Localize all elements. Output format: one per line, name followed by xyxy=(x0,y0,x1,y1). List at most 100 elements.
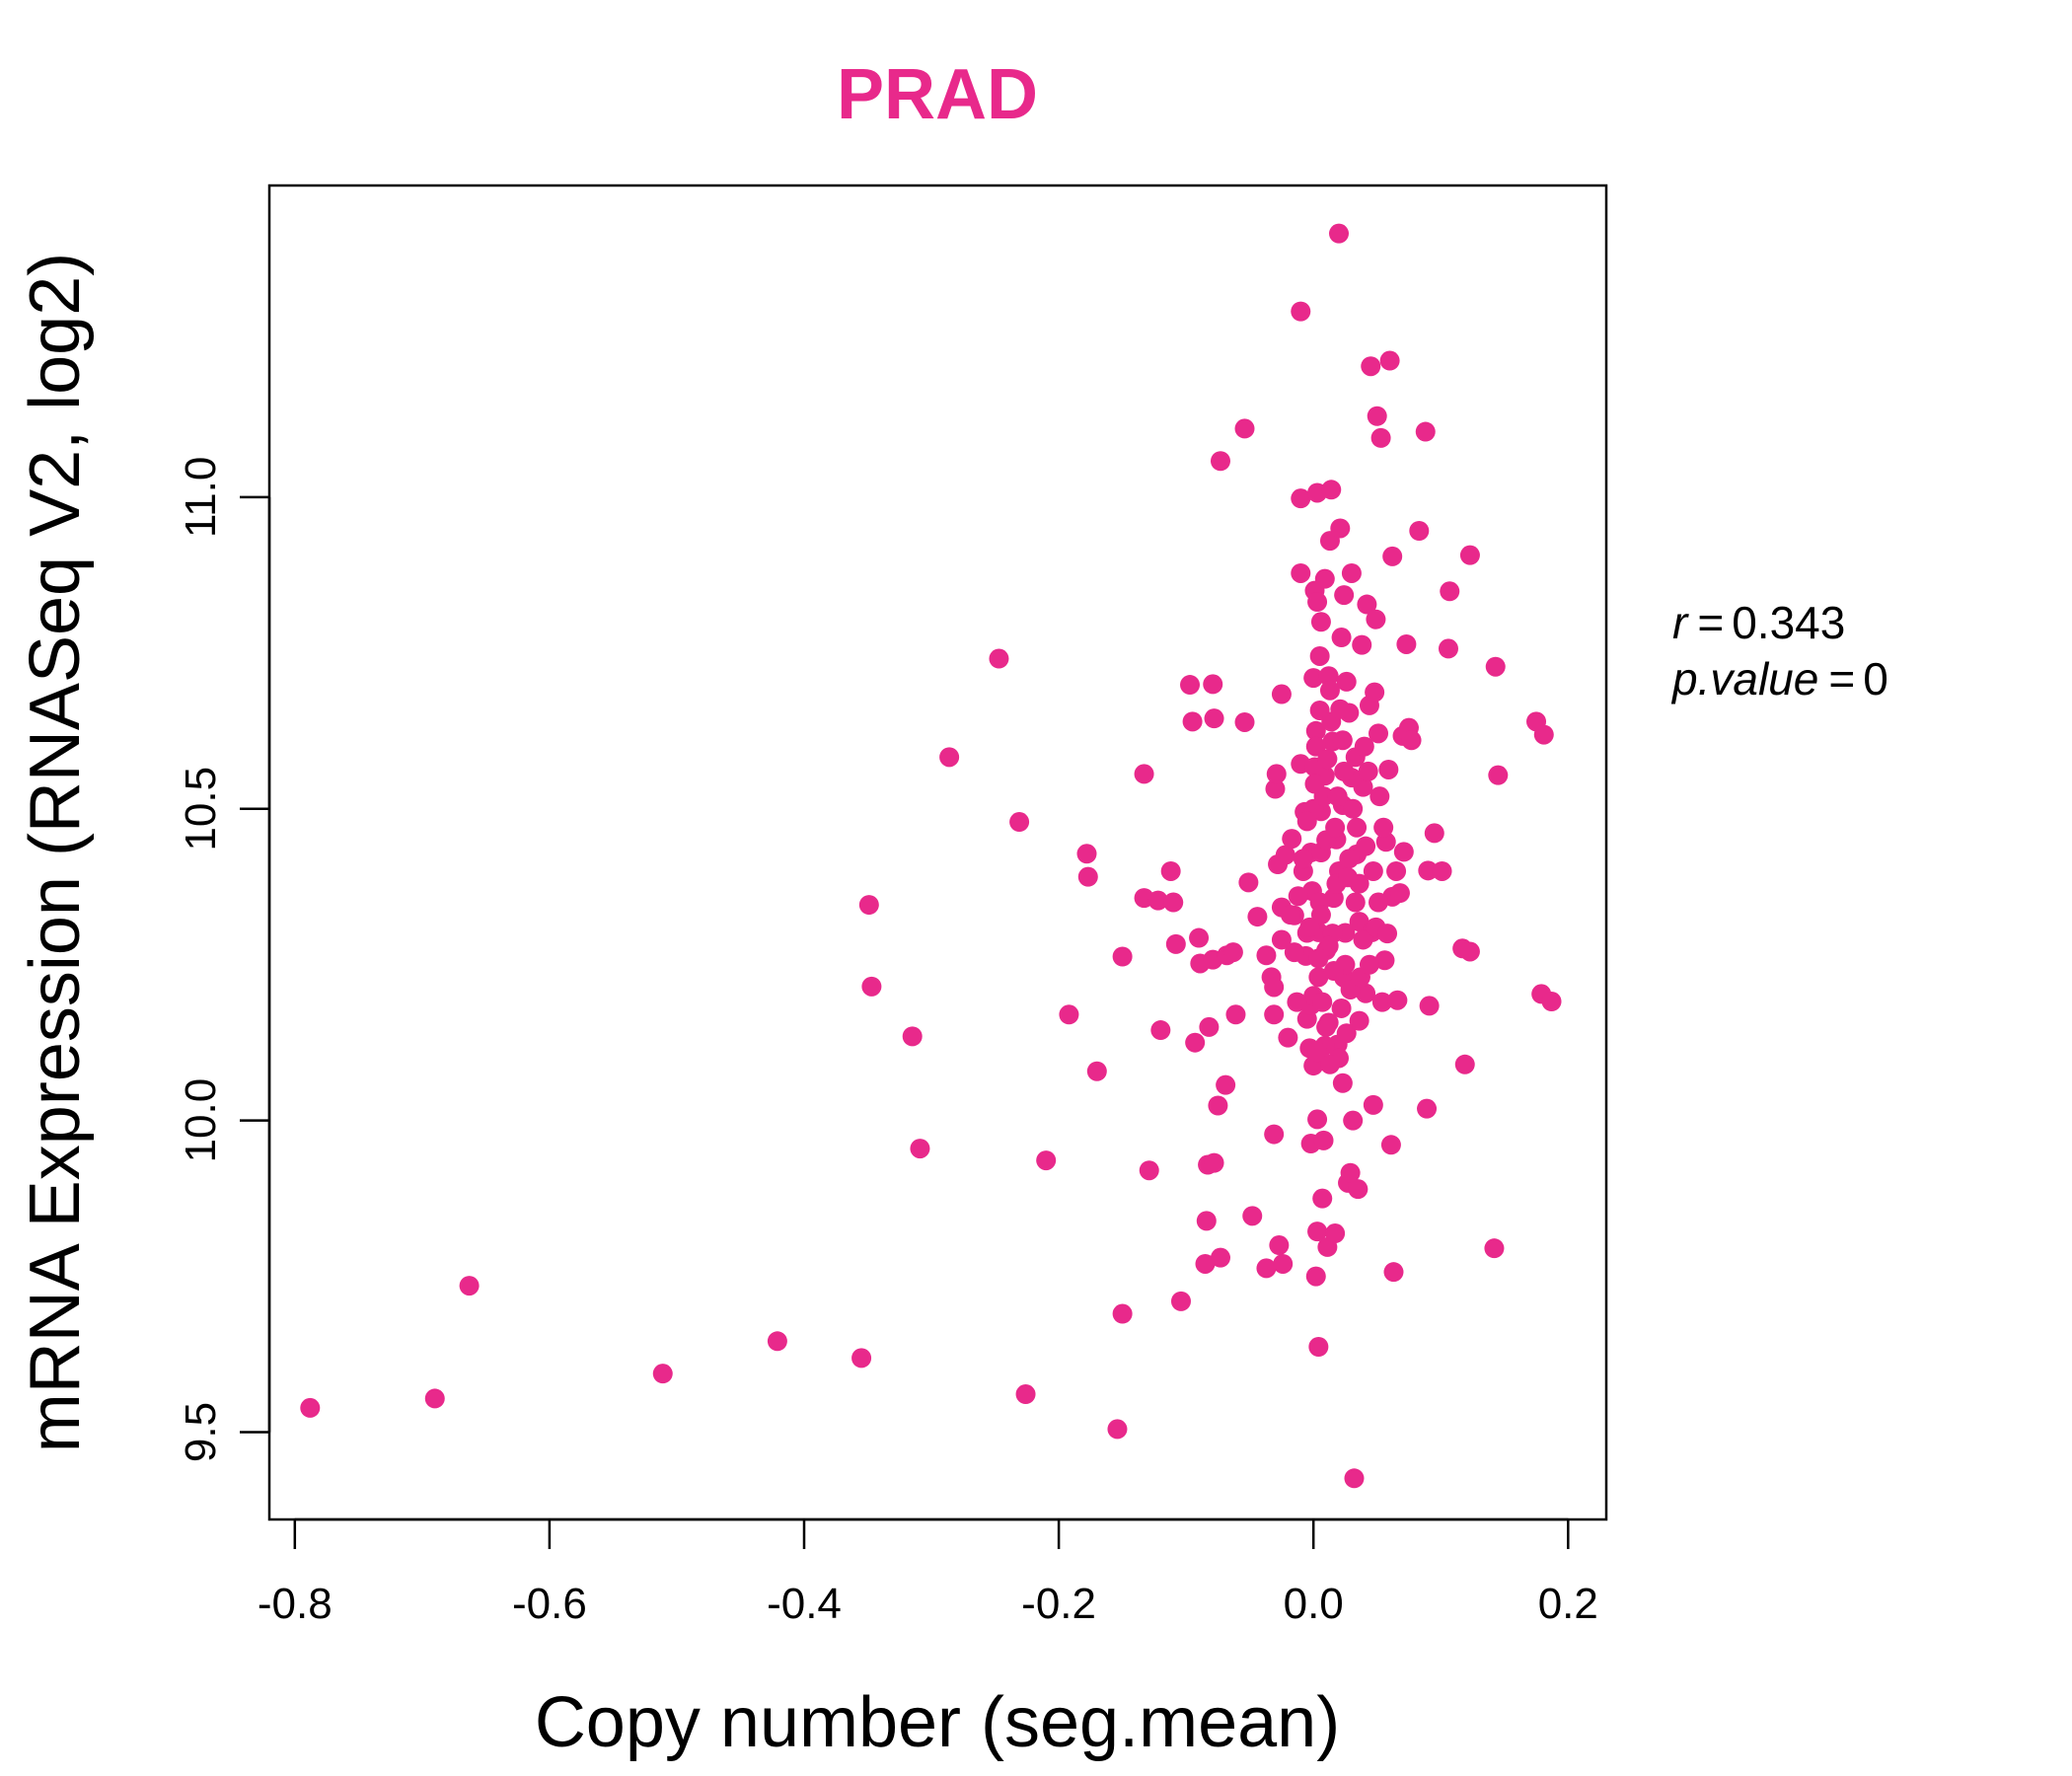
data-point xyxy=(1344,1468,1365,1489)
data-point xyxy=(1271,684,1292,704)
data-point xyxy=(300,1397,321,1418)
data-point xyxy=(1210,451,1230,472)
data-point xyxy=(1264,977,1285,998)
data-point xyxy=(1396,633,1417,654)
data-point xyxy=(1247,907,1268,927)
x-axis-label: Copy number (seg.mean) xyxy=(535,1683,1340,1762)
data-point xyxy=(1280,905,1300,925)
data-point xyxy=(1076,844,1097,864)
p-label: p.value xyxy=(1670,653,1818,704)
data-point xyxy=(1340,1162,1361,1183)
x-tick-label: 0.2 xyxy=(1538,1580,1598,1628)
data-point xyxy=(1234,711,1255,732)
data-point xyxy=(1319,1054,1340,1074)
data-point xyxy=(910,1139,930,1159)
data-point xyxy=(1273,1253,1294,1274)
data-point xyxy=(1059,1004,1079,1025)
data-point xyxy=(1266,764,1287,784)
data-point xyxy=(1417,1098,1438,1119)
data-point xyxy=(861,976,882,997)
data-point xyxy=(1319,680,1340,701)
pvalue-annotation: p.value = 0 xyxy=(1670,653,1888,704)
data-point xyxy=(1345,892,1366,913)
data-point xyxy=(1134,764,1154,784)
data-point xyxy=(1147,890,1168,911)
data-point xyxy=(1196,1211,1217,1231)
data-point xyxy=(1432,860,1452,881)
data-point xyxy=(1308,967,1329,988)
data-point xyxy=(1339,849,1360,869)
data-point xyxy=(1307,1109,1328,1130)
data-point xyxy=(1139,1160,1159,1181)
data-point xyxy=(1369,786,1390,807)
x-axis: -0.8 -0.6 -0.4 -0.2 0.0 0.2 xyxy=(258,1517,1598,1628)
data-point xyxy=(1363,860,1383,881)
data-point xyxy=(1307,1042,1328,1063)
data-point xyxy=(1357,594,1377,615)
data-points xyxy=(300,223,1562,1489)
data-point xyxy=(1541,991,1562,1011)
data-point xyxy=(1374,950,1395,971)
data-point xyxy=(1112,946,1133,967)
data-point xyxy=(1383,1262,1404,1283)
data-point xyxy=(1393,842,1414,862)
data-point xyxy=(1107,1419,1128,1440)
data-point xyxy=(1163,892,1184,913)
data-point xyxy=(1330,699,1351,719)
data-point xyxy=(1304,774,1325,794)
data-point xyxy=(459,1276,480,1296)
data-point xyxy=(1325,1223,1346,1244)
data-point xyxy=(1242,1206,1263,1226)
data-point xyxy=(1203,674,1223,695)
x-tick-label: -0.8 xyxy=(258,1580,333,1628)
r-label: r xyxy=(1672,597,1689,648)
data-point xyxy=(1185,1032,1206,1053)
data-point xyxy=(1234,418,1255,439)
data-point xyxy=(1189,927,1210,948)
data-point xyxy=(1488,765,1509,785)
data-point xyxy=(1314,568,1335,589)
data-point xyxy=(1170,1291,1191,1311)
data-point xyxy=(1454,1054,1475,1074)
data-point xyxy=(1354,736,1374,757)
data-point xyxy=(1036,1150,1057,1171)
data-point xyxy=(1309,645,1330,666)
data-point xyxy=(1199,1016,1220,1037)
data-point xyxy=(1310,612,1331,632)
data-point xyxy=(1287,992,1307,1012)
data-point xyxy=(851,1348,872,1369)
data-point xyxy=(1291,488,1311,509)
data-point xyxy=(1275,845,1295,865)
data-point xyxy=(1256,945,1277,966)
data-point xyxy=(1419,996,1440,1016)
data-point xyxy=(1371,992,1392,1012)
data-point xyxy=(1327,786,1348,807)
data-point xyxy=(1305,736,1326,757)
data-point xyxy=(1284,942,1304,963)
data-point xyxy=(1329,223,1349,244)
data-point xyxy=(1363,1094,1383,1115)
data-point xyxy=(1418,860,1439,881)
data-point xyxy=(1334,761,1355,781)
data-point xyxy=(1318,666,1339,687)
data-point xyxy=(1238,872,1259,893)
data-point xyxy=(1307,592,1328,613)
data-point xyxy=(1338,867,1359,888)
data-point xyxy=(1440,581,1460,602)
data-point xyxy=(1438,638,1458,659)
data-point xyxy=(1182,711,1203,732)
correlation-annotation: r = 0.343 xyxy=(1672,597,1845,648)
data-point xyxy=(1459,941,1480,962)
data-point xyxy=(1424,823,1444,844)
data-point xyxy=(1265,778,1286,799)
data-point xyxy=(1331,998,1352,1018)
data-point xyxy=(939,747,960,768)
data-point xyxy=(1341,562,1362,583)
data-point xyxy=(1348,1179,1369,1200)
data-point xyxy=(1358,761,1378,781)
data-point xyxy=(1387,990,1408,1010)
data-point xyxy=(1288,886,1308,907)
data-point xyxy=(1321,480,1342,500)
data-point xyxy=(1308,948,1329,969)
data-point xyxy=(1377,924,1398,944)
